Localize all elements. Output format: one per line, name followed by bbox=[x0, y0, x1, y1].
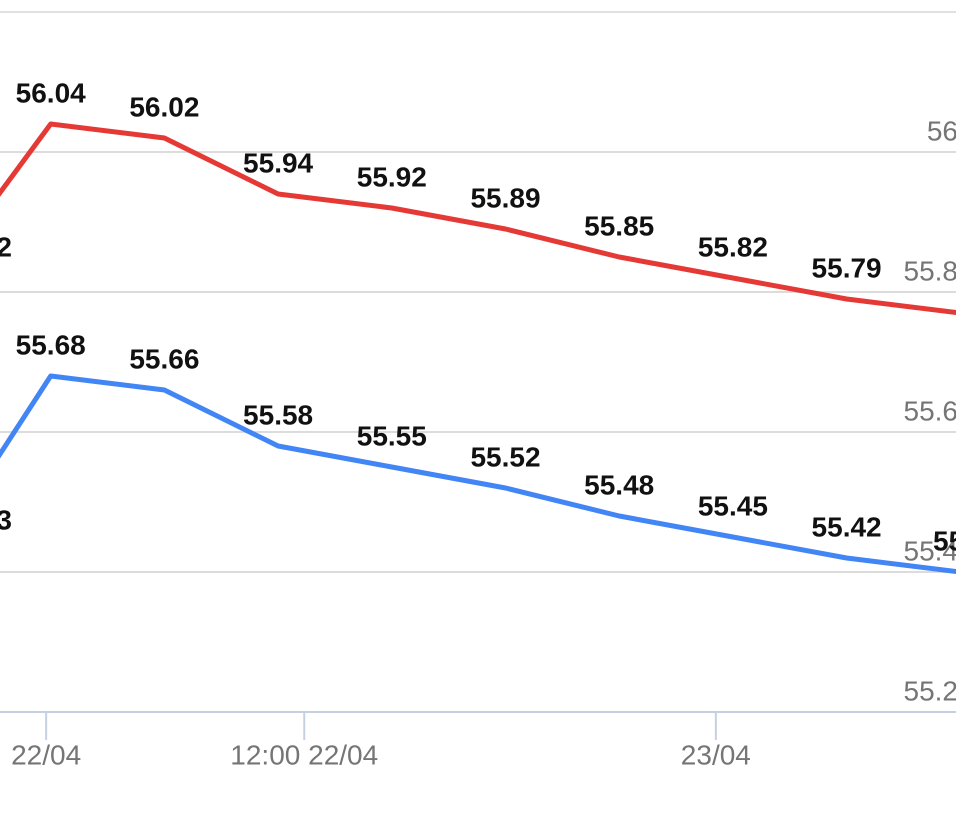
data-label: 55.42 bbox=[812, 511, 882, 542]
data-label: 55.79 bbox=[812, 252, 882, 283]
data-label: 55.82 bbox=[698, 231, 768, 262]
x-tick-label: 12:00 22/04 bbox=[230, 739, 378, 770]
series-line bbox=[0, 373, 956, 574]
data-label: 55.92 bbox=[357, 161, 427, 192]
data-label: 3 bbox=[0, 504, 12, 535]
y-tick-label: 55.4 bbox=[904, 535, 956, 566]
y-tick-label: 55.8 bbox=[904, 255, 956, 286]
data-label: 55.52 bbox=[470, 441, 540, 472]
data-label: 55.4 bbox=[933, 525, 956, 556]
y-tick-label: 55.6 bbox=[904, 395, 956, 426]
data-label: 2 bbox=[0, 231, 12, 262]
data-label: 55.68 bbox=[16, 329, 86, 360]
data-label: 55.45 bbox=[698, 490, 768, 521]
data-label: 56.04 bbox=[16, 77, 86, 108]
data-label: 55.89 bbox=[470, 182, 540, 213]
data-label: 55.85 bbox=[584, 210, 654, 241]
data-label: 55.58 bbox=[243, 399, 313, 430]
data-label: 55.66 bbox=[129, 343, 199, 374]
y-tick-label: 56 bbox=[927, 115, 956, 146]
series-line bbox=[0, 121, 956, 315]
x-tick-label: 23/04 bbox=[681, 739, 751, 770]
data-label: 55.55 bbox=[357, 420, 427, 451]
y-tick-label: 55.2 bbox=[904, 675, 956, 706]
data-label: 55.94 bbox=[243, 147, 313, 178]
data-label: 55.48 bbox=[584, 469, 654, 500]
data-label: 56.02 bbox=[129, 91, 199, 122]
x-tick-label: 22/04 bbox=[11, 739, 81, 770]
